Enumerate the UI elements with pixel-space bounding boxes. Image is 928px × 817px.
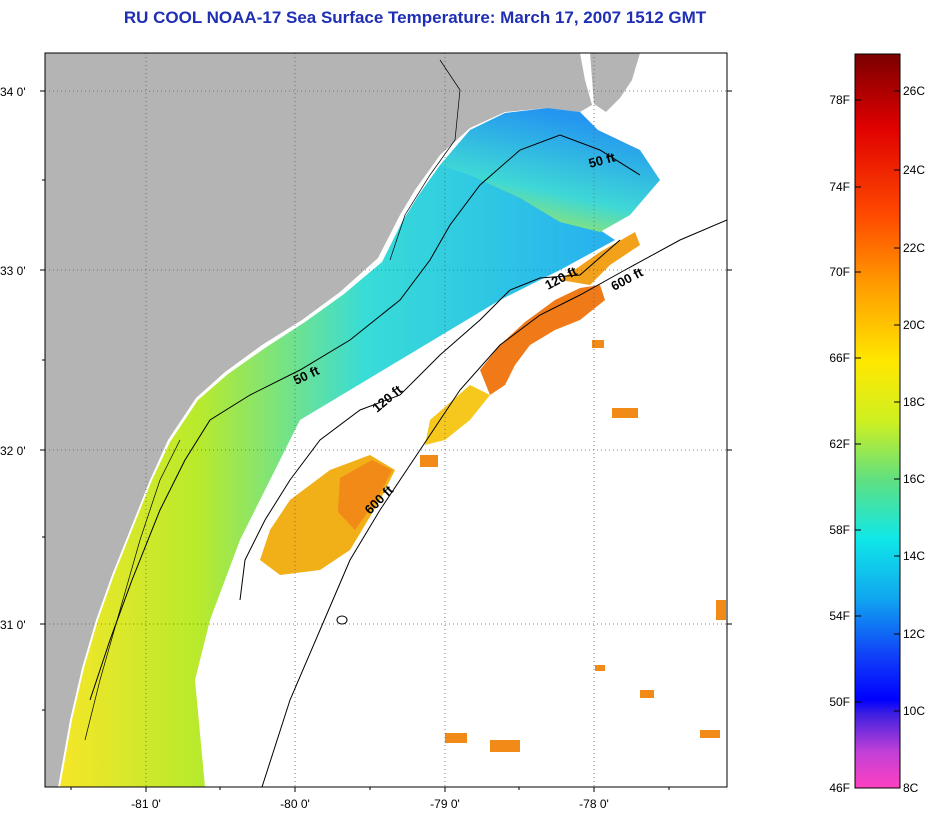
cb-c-16: 16C <box>903 472 925 486</box>
contour-120ft <box>239 239 621 601</box>
graticule <box>45 53 727 787</box>
sst-gulfstream-yellow <box>425 385 490 445</box>
land-mass <box>45 53 592 787</box>
cb-f-74: 74F <box>829 180 850 194</box>
lon-label-78: -78 0' <box>579 797 609 811</box>
lat-label-33: 33 0' <box>0 264 26 278</box>
colorbar-f-ticks <box>855 90 900 712</box>
cb-f-54: 54F <box>829 609 850 623</box>
cb-f-66: 66F <box>829 351 850 365</box>
map-title: RU COOL NOAA-17 Sea Surface Temperature:… <box>123 8 707 27</box>
cb-c-22: 22C <box>903 241 925 255</box>
sst-north-cool <box>440 108 660 232</box>
contour-600ft <box>261 219 727 787</box>
colorbar-c-labels: 26C 24C 22C 20C 18C 16C 14C 12C 10C 8C <box>903 84 925 795</box>
land-cape <box>590 53 640 112</box>
lon-label-81: -81 0' <box>131 797 161 811</box>
lon-label-79: -79 0' <box>430 797 460 811</box>
lon-label-80: -80 0' <box>280 797 310 811</box>
contour-label-50ft-north: 50 ft <box>587 149 617 171</box>
sst-shelf-band <box>60 150 615 787</box>
lat-label-34: 34 0' <box>0 85 26 99</box>
cb-f-62: 62F <box>829 437 850 451</box>
cb-c-10: 10C <box>903 704 925 718</box>
contour-50ft <box>89 134 641 701</box>
cb-c-14: 14C <box>903 549 925 563</box>
contour-label-120ft-mid: 120 ft <box>369 382 405 416</box>
cb-c-24: 24C <box>903 163 925 177</box>
lat-label-31: 31 0' <box>0 618 26 632</box>
sst-warm-band <box>560 232 640 285</box>
lat-label-32: 32 0' <box>0 444 26 458</box>
sst-gulfstream-edge <box>480 285 605 395</box>
cb-c-26: 26C <box>903 84 925 98</box>
sst-warm-core <box>338 460 392 530</box>
cb-f-50: 50F <box>829 695 850 709</box>
colorbar <box>854 53 901 789</box>
cb-c-12: 12C <box>903 627 925 641</box>
cb-c-8: 8C <box>903 781 919 795</box>
cb-c-18: 18C <box>903 395 925 409</box>
cb-c-20: 20C <box>903 318 925 332</box>
cb-f-70: 70F <box>829 265 850 279</box>
depth-contours <box>84 59 727 787</box>
cb-f-46: 46F <box>829 781 850 795</box>
colorbar-f-labels: 78F 74F 70F 66F 62F 58F 54F 50F 46F <box>829 93 850 795</box>
axis-ticks <box>40 90 732 792</box>
map-frame <box>44 52 728 788</box>
sst-scattered-pixels <box>420 340 726 752</box>
cb-f-78: 78F <box>829 93 850 107</box>
cb-f-58: 58F <box>829 523 850 537</box>
